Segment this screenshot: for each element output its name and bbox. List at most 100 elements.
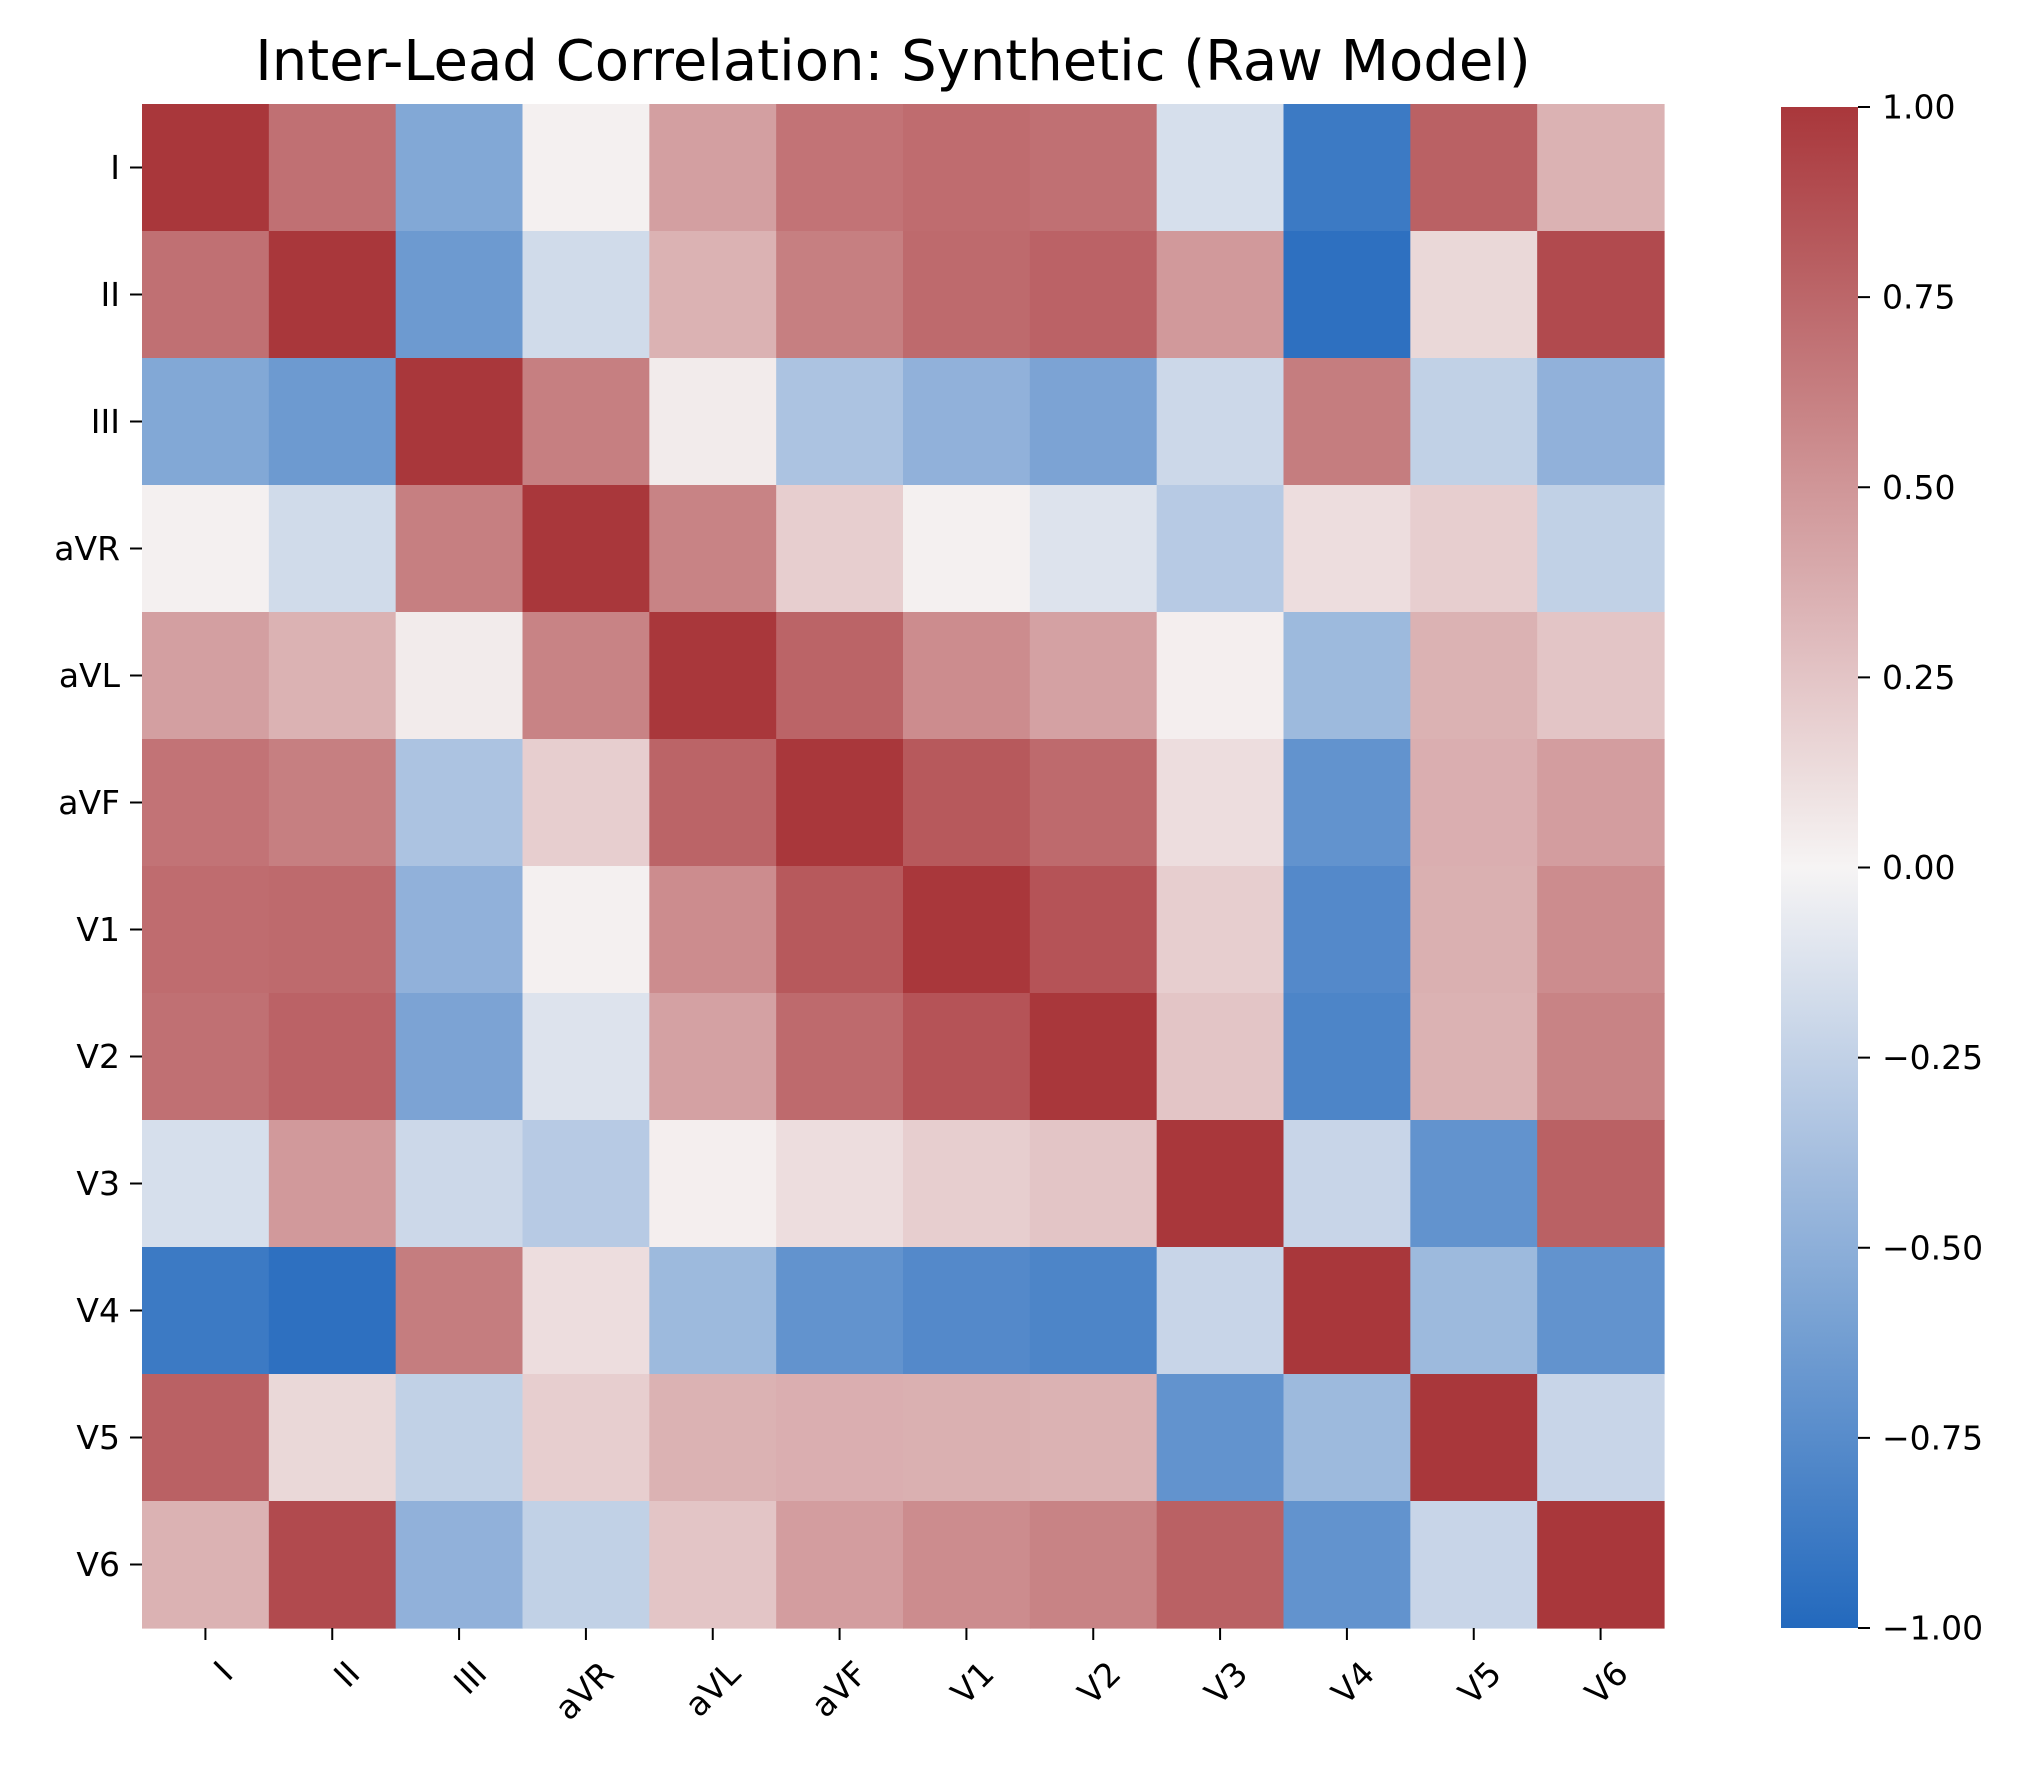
heatmap-cell-I-V6 <box>1537 104 1665 232</box>
heatmap-cell-V3-V2 <box>1029 1120 1158 1248</box>
heatmap-cell-aVF-aVF <box>776 739 904 867</box>
heatmap-cell-II-III <box>395 231 524 359</box>
heatmap-cell-aVR-V6 <box>1537 485 1665 613</box>
heatmap-cell-V1-III <box>395 866 524 994</box>
heatmap-cell-V3-V3 <box>1156 1120 1285 1248</box>
heatmap-cell-V6-V6 <box>1537 1501 1665 1629</box>
heatmap-cell-V4-V5 <box>1410 1247 1538 1375</box>
x-tick-label: III <box>446 1654 494 1702</box>
heatmap-cell-V3-III <box>395 1120 524 1248</box>
heatmap-cell-V4-I <box>142 1247 270 1375</box>
heatmap-cell-V1-II <box>268 866 397 994</box>
heatmap-cell-aVR-V5 <box>1410 485 1538 613</box>
heatmap-cell-V4-V3 <box>1156 1247 1285 1375</box>
heatmap-cell-aVL-V5 <box>1410 612 1538 740</box>
heatmap-cell-V2-III <box>395 993 524 1121</box>
heatmap-cell-V3-aVF <box>776 1120 904 1248</box>
heatmap-cell-V5-aVF <box>776 1374 904 1502</box>
x-tick-label: V6 <box>1577 1654 1635 1712</box>
heatmap-cell-aVL-aVL <box>649 612 777 740</box>
heatmap-cell-I-aVL <box>649 104 777 232</box>
colorbar-tick-label: 0.75 <box>1882 278 1955 317</box>
heatmap-cell-V4-V1 <box>903 1247 1031 1375</box>
heatmap-cell-aVL-V2 <box>1029 612 1158 740</box>
heatmap-cell-aVL-II <box>268 612 397 740</box>
colorbar-tick-label: −0.75 <box>1882 1418 1983 1457</box>
heatmap-cell-III-I <box>142 358 270 486</box>
heatmap-cell-V2-V2 <box>1029 993 1158 1121</box>
heatmap-cell-V6-V5 <box>1410 1501 1538 1629</box>
heatmap-cell-aVR-V2 <box>1029 485 1158 613</box>
colorbar-tick-label: −0.25 <box>1882 1038 1983 1077</box>
colorbar-tick-label: −0.50 <box>1882 1228 1983 1267</box>
heatmap-cell-V6-V4 <box>1283 1501 1411 1629</box>
heatmap-cell-V6-aVF <box>776 1501 904 1629</box>
heatmap-cell-V6-V2 <box>1029 1501 1158 1629</box>
heatmap-cell-II-V5 <box>1410 231 1538 359</box>
y-tick-label: V6 <box>76 1545 120 1584</box>
heatmap-cell-V5-V5 <box>1410 1374 1538 1502</box>
heatmap-cell-V2-V1 <box>903 993 1031 1121</box>
heatmap-cell-III-aVR <box>522 358 650 486</box>
heatmap-cell-V4-II <box>268 1247 397 1375</box>
heatmap-cell-aVF-III <box>395 739 524 867</box>
heatmap-cell-V1-V1 <box>903 866 1031 994</box>
heatmap-cell-II-II <box>268 231 397 359</box>
heatmap-cell-II-aVL <box>649 231 777 359</box>
heatmap-cell-II-V6 <box>1537 231 1665 359</box>
chart-title: Inter-Lead Correlation: Synthetic (Raw M… <box>255 29 1530 94</box>
x-tick-label: V4 <box>1324 1654 1382 1712</box>
heatmap-cell-aVL-V1 <box>903 612 1031 740</box>
y-tick-label: aVL <box>59 656 121 695</box>
heatmap-cell-aVF-V2 <box>1029 739 1158 867</box>
heatmap-cell-aVR-V3 <box>1156 485 1285 613</box>
heatmap-cell-III-III <box>395 358 524 486</box>
heatmap-cell-V5-V2 <box>1029 1374 1158 1502</box>
heatmap-cell-III-aVF <box>776 358 904 486</box>
colorbar-tick-label: −1.00 <box>1882 1609 1983 1648</box>
heatmap-cell-aVL-III <box>395 612 524 740</box>
heatmap-cell-aVF-aVR <box>522 739 650 867</box>
heatmap-cell-III-V5 <box>1410 358 1538 486</box>
heatmap-cell-V2-V5 <box>1410 993 1538 1121</box>
y-tick-label: I <box>110 148 120 187</box>
heatmap-cell-II-aVR <box>522 231 650 359</box>
heatmap-cell-aVR-V4 <box>1283 485 1411 613</box>
heatmap-cell-V6-I <box>142 1501 270 1629</box>
heatmap-cell-V1-V3 <box>1156 866 1285 994</box>
y-tick-label: aVF <box>58 783 120 822</box>
heatmap-cell-V2-II <box>268 993 397 1121</box>
heatmap-cell-II-V3 <box>1156 231 1285 359</box>
heatmap-cell-I-III <box>395 104 524 232</box>
heatmap-cell-I-V2 <box>1029 104 1158 232</box>
heatmap-cell-V2-I <box>142 993 270 1121</box>
x-tick-label: aVF <box>804 1654 875 1725</box>
heatmap-cell-aVF-aVL <box>649 739 777 867</box>
heatmap-cell-V6-V1 <box>903 1501 1031 1629</box>
heatmap-cell-V6-aVL <box>649 1501 777 1629</box>
heatmap-cell-I-aVF <box>776 104 904 232</box>
x-tick-label: V2 <box>1070 1654 1128 1712</box>
heatmap-cell-II-V2 <box>1029 231 1158 359</box>
heatmap-cell-aVF-V6 <box>1537 739 1665 867</box>
y-tick-label: V4 <box>76 1291 120 1330</box>
heatmap-cell-III-V3 <box>1156 358 1285 486</box>
y-tick-label: aVR <box>54 529 120 568</box>
heatmap-cell-V5-aVR <box>522 1374 650 1502</box>
heatmap-cell-V5-II <box>268 1374 397 1502</box>
heatmap-cell-aVF-V1 <box>903 739 1031 867</box>
heatmap-cell-V3-aVR <box>522 1120 650 1248</box>
y-tick-label: III <box>91 402 120 441</box>
heatmap-cell-V1-I <box>142 866 270 994</box>
heatmap-cell-V1-aVF <box>776 866 904 994</box>
heatmap-cell-II-aVF <box>776 231 904 359</box>
heatmap-cell-V4-V6 <box>1537 1247 1665 1375</box>
heatmap-cell-I-V3 <box>1156 104 1285 232</box>
heatmap-cell-I-V4 <box>1283 104 1411 232</box>
heatmap-cell-aVR-V1 <box>903 485 1031 613</box>
heatmap-cell-V3-V5 <box>1410 1120 1538 1248</box>
heatmap-cell-V6-III <box>395 1501 524 1629</box>
colorbar-ticks: 1.00 0.75 0.50 0.25 0.00 −0.25 −0.50 −0.75 −1.00 <box>1858 88 1983 1648</box>
heatmap-cell-V2-V3 <box>1156 993 1285 1121</box>
